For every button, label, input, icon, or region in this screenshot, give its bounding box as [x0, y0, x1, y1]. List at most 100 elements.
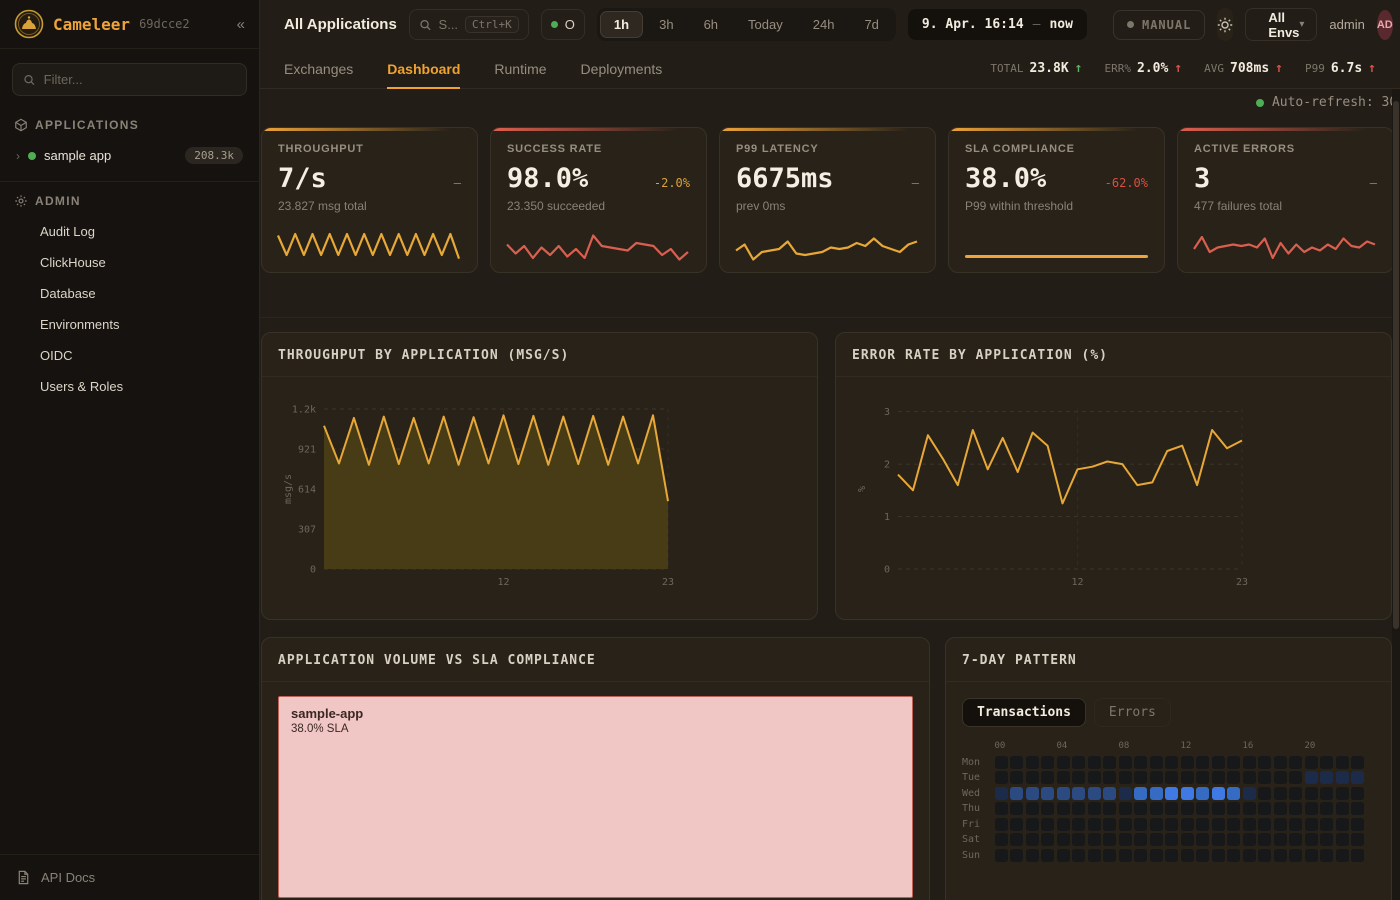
time-to: now — [1049, 17, 1073, 32]
chevron-right-icon[interactable]: › — [16, 148, 20, 163]
kpi-delta: -62.0% — [1104, 176, 1148, 190]
heatmap-cell — [1103, 817, 1116, 831]
sidebar-item-database[interactable]: Database — [40, 286, 96, 301]
heatmap-cell — [1041, 833, 1054, 846]
sidebar-item-clickhouse[interactable]: ClickHouse — [40, 255, 106, 270]
svg-text:0: 0 — [310, 565, 316, 576]
environment-select[interactable]: All Envs ▾ — [1245, 8, 1318, 41]
heatmap-cell — [1227, 833, 1240, 846]
sparkline-svg — [506, 234, 689, 261]
sidebar-item-users-roles[interactable]: Users & Roles — [40, 379, 124, 394]
heatmap-cell — [1273, 755, 1287, 769]
sidebar-item-sample-app[interactable]: › sample app 208.3k — [8, 140, 251, 171]
trend-up-icon: ↑ — [1368, 61, 1376, 76]
time-range-7d[interactable]: 7d — [864, 17, 879, 32]
kpi-accent-bar — [1178, 128, 1392, 131]
heatmap-cell — [1072, 833, 1085, 846]
time-range-1h[interactable]: 1h — [599, 11, 644, 38]
time-window-display[interactable]: 9. Apr. 16:14 – now — [907, 9, 1087, 40]
svg-text:%: % — [857, 486, 868, 492]
heatmap-hour-label — [1165, 741, 1178, 753]
heatmap-cell — [1087, 771, 1101, 784]
heatmap-cell — [1289, 848, 1302, 862]
time-range-3h[interactable]: 3h — [659, 17, 674, 32]
heatmap-cell — [1335, 786, 1349, 800]
theme-toggle-button[interactable] — [1217, 8, 1234, 41]
heatmap-cell — [1227, 786, 1240, 800]
heatmap-cell — [1118, 771, 1132, 784]
heatmap-hour-label: 20 — [1304, 741, 1316, 751]
sidebar-filter[interactable] — [12, 63, 247, 96]
global-search[interactable]: S... Ctrl+K — [408, 9, 529, 40]
stat-label: ERR% — [1104, 62, 1132, 75]
tab-runtime[interactable]: Runtime — [494, 60, 547, 77]
manual-mode-button[interactable]: MANUAL — [1112, 9, 1206, 40]
heatmap-cell — [1351, 771, 1364, 784]
heatmap-cell — [1010, 802, 1023, 815]
summary-stat-err: ERR% 2.0% ↑ — [1105, 61, 1183, 76]
heatmap-cell — [994, 833, 1008, 846]
avatar[interactable]: AD — [1376, 9, 1393, 40]
heatmap-hour-label — [1289, 741, 1302, 753]
treemap-sla-label: 38.0% SLA — [291, 723, 349, 735]
sidebar-item-environments[interactable]: Environments — [40, 317, 120, 332]
tab-dashboard[interactable]: Dashboard — [387, 49, 461, 89]
time-range-24h[interactable]: 24h — [812, 17, 835, 32]
heatmap-cell — [1304, 802, 1318, 815]
stat-label: TOTAL — [990, 62, 1024, 75]
sidebar-item-audit-log[interactable]: Audit Log — [40, 224, 95, 239]
heatmap-cell — [1025, 817, 1039, 831]
heatmap-cell — [1351, 848, 1364, 862]
heatmap-cell — [1335, 771, 1349, 784]
heatmap-cell — [1165, 786, 1178, 800]
scrollbar-thumb[interactable] — [1393, 101, 1399, 629]
heatmap-cell — [1242, 755, 1256, 769]
heatmap-cell — [1134, 833, 1147, 846]
heatmap-cell — [1180, 833, 1194, 846]
weekly-heatmap: 00 04 08 12 16 20 Mon Tue Wed Thu Fri Sat Sun — [962, 741, 1375, 862]
stat-label: AVG — [1204, 62, 1225, 75]
heatmap-cell — [1134, 802, 1147, 815]
heatmap-day-label: Tue — [962, 772, 981, 783]
heatmap-hour-label: 16 — [1242, 741, 1254, 751]
pattern-toggle-transactions[interactable]: Transactions — [962, 698, 1086, 727]
scrollbar-track[interactable] — [1392, 89, 1400, 900]
pattern-toggle-errors[interactable]: Errors — [1093, 698, 1171, 727]
search-icon — [24, 74, 35, 85]
time-range-today[interactable]: Today — [748, 17, 783, 32]
sidebar-item-oidc[interactable]: OIDC — [40, 348, 73, 363]
heatmap-cell — [1165, 833, 1178, 846]
heatmap-cell — [1180, 755, 1194, 769]
heatmap-cell — [1056, 802, 1070, 815]
heatmap-cell — [1025, 848, 1039, 862]
heatmap-cell — [1242, 771, 1256, 784]
time-range-6h[interactable]: 6h — [703, 17, 719, 32]
admin-nav-list: Audit Log ClickHouse Database Environments O… — [0, 216, 259, 402]
treemap-tile-sample-app[interactable]: sample-app 38.0% SLA — [278, 696, 913, 898]
heatmap-cell — [1118, 755, 1132, 769]
heatmap-cell — [1211, 833, 1225, 846]
heatmap-cell — [1304, 848, 1318, 862]
sidebar-collapse-icon[interactable]: « — [236, 15, 245, 33]
kpi-title: SUCCESS RATE — [507, 143, 602, 155]
heatmap-cell — [1304, 833, 1318, 846]
volume-sla-treemap-card: APPLICATION VOLUME VS SLA COMPLIANCE sam… — [261, 637, 930, 900]
heatmap-cell — [1025, 755, 1039, 769]
svg-text:12: 12 — [1071, 577, 1083, 588]
heatmap-cell — [1165, 817, 1178, 831]
stat-value: 2.0% — [1137, 61, 1169, 76]
tab-exchanges[interactable]: Exchanges — [284, 60, 354, 77]
online-status-button[interactable]: O — [540, 9, 585, 40]
kpi-subtext: P99 within threshold — [965, 199, 1074, 213]
tab-deployments[interactable]: Deployments — [580, 60, 663, 77]
heatmap-cell — [1242, 817, 1256, 831]
heatmap-cell — [1211, 817, 1225, 831]
sidebar-item-api-docs[interactable]: API Docs — [0, 854, 259, 900]
filter-input[interactable] — [43, 72, 236, 87]
heatmap-hour-label — [1351, 741, 1364, 753]
kpi-delta: -2.0% — [653, 176, 690, 190]
heatmap-cell — [1227, 755, 1240, 769]
error-rate-chart-card: ERROR RATE BY APPLICATION (%) 0 1 2 3 12 23% — [835, 332, 1392, 620]
throughput-by-application-svg: 0 307 614 921 1.2k 12 23 msg/s — [283, 405, 674, 589]
